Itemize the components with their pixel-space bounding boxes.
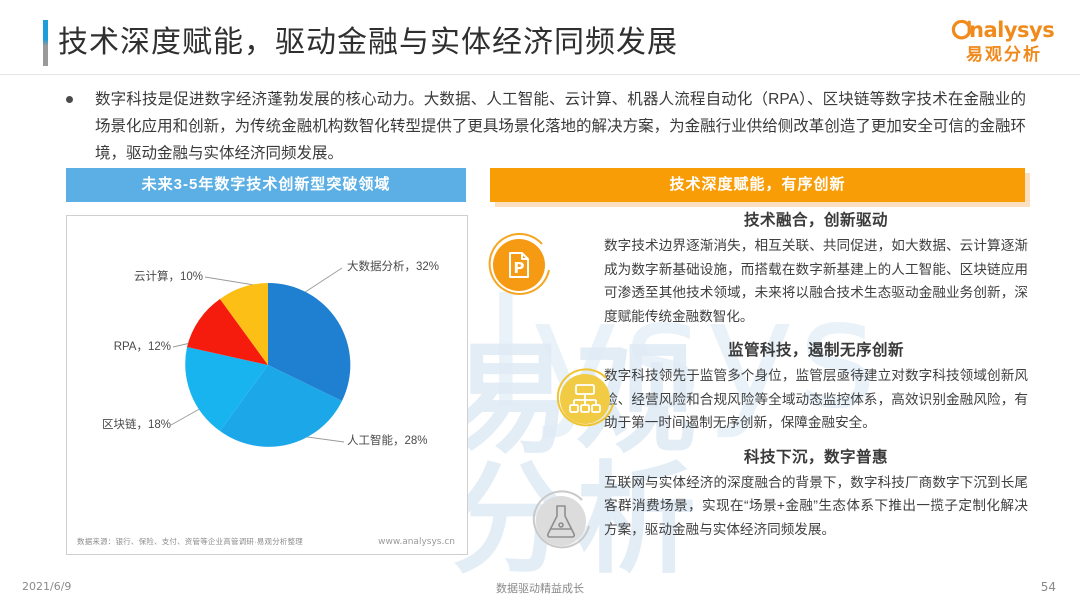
pie-label-bigdata: 大数据分析，32% xyxy=(347,261,440,273)
footer-page-number: 54 xyxy=(1040,580,1056,594)
page-title: 技术深度赋能，驱动金融与实体经济同频发展 xyxy=(58,26,678,59)
bullet-dot-icon xyxy=(66,96,73,103)
footer-slogan: 数据驱动精益成长 xyxy=(496,583,584,595)
org-chart-icon xyxy=(548,362,622,436)
chart-source-note: 数据来源：银行、保险、支付、资管等企业高管调研·易观分析整理 xyxy=(77,537,303,546)
header-divider xyxy=(0,74,1080,75)
flask-icon xyxy=(524,484,598,558)
insight-body: 互联网与实体经济的深度融合的背景下，数字科技厂商数字下沉到长尾客群消费场景，实现… xyxy=(604,474,1028,537)
pie-chart-card: 云计算，10% RPA，12% 区块链，18% 大数据分析，32% 人工智能，2… xyxy=(66,215,468,555)
section-bar-right: 技术深度赋能，有序创新 xyxy=(490,168,1025,202)
pie-slice-rpa xyxy=(187,299,268,365)
insight-blocks: 技术融合，创新驱动 数字技术边界逐渐消失，相互关联、共同促进，如大数据、云计算逐… xyxy=(604,208,1028,551)
pie-slice-ai xyxy=(220,365,342,447)
insight-block: 科技下沉，数字普惠 互联网与实体经济的深度融合的背景下，数字科技厂商数字下沉到长… xyxy=(604,445,1028,542)
pie-label-cloud: 云计算，10% xyxy=(133,271,203,283)
chart-source-url: www.analysys.cn xyxy=(378,537,455,547)
document-p-icon: P xyxy=(480,226,558,304)
intro-paragraph: 数字科技是促进数字经济蓬勃发展的核心动力。大数据、人工智能、云计算、机器人流程自… xyxy=(95,91,1026,162)
insight-block: 监管科技，遏制无序创新 数字科技领先于监管多个身位，监管层亟待建立对数字科技领域… xyxy=(604,338,1028,435)
logo-circle-a-icon xyxy=(950,19,972,41)
pie-slice-blockchain xyxy=(185,347,268,431)
insight-block: 技术融合，创新驱动 数字技术边界逐渐消失，相互关联、共同促进，如大数据、云计算逐… xyxy=(604,208,1028,328)
footer-date: 2021/6/9 xyxy=(22,580,72,593)
logo-wordmark: nalysys xyxy=(969,18,1055,42)
insight-heading: 科技下沉，数字普惠 xyxy=(743,448,888,466)
insight-body: 数字科技领先于监管多个身位，监管层亟待建立对数字科技领域创新风险、经营风险和合规… xyxy=(604,368,1028,430)
intro-bullet: 数字科技是促进数字经济蓬勃发展的核心动力。大数据、人工智能、云计算、机器人流程自… xyxy=(66,86,1026,167)
section-bar-left: 未来3-5年数字技术创新型突破领域 xyxy=(66,168,466,202)
insight-heading: 监管科技，遏制无序创新 xyxy=(727,342,904,359)
logo-cn-text: 易观分析 xyxy=(966,45,1042,64)
svg-text:P: P xyxy=(514,259,525,277)
title-accent-bar xyxy=(43,20,48,66)
pie-slice-bigdata xyxy=(268,282,351,401)
insight-body: 数字技术边界逐渐消失，相互关联、共同促进，如大数据、云计算逐渐成为数字新基础设施… xyxy=(604,238,1028,324)
pie-slice-cloud xyxy=(220,283,268,365)
insight-heading: 技术融合，创新驱动 xyxy=(743,212,888,229)
pie-chart xyxy=(67,216,467,554)
brand-logo: nalysys 易观分析 xyxy=(950,16,1058,66)
pie-label-ai: 人工智能，28% xyxy=(347,435,428,447)
pie-label-rpa: RPA，12% xyxy=(113,341,171,353)
pie-label-blockchain: 区块链，18% xyxy=(101,419,171,431)
